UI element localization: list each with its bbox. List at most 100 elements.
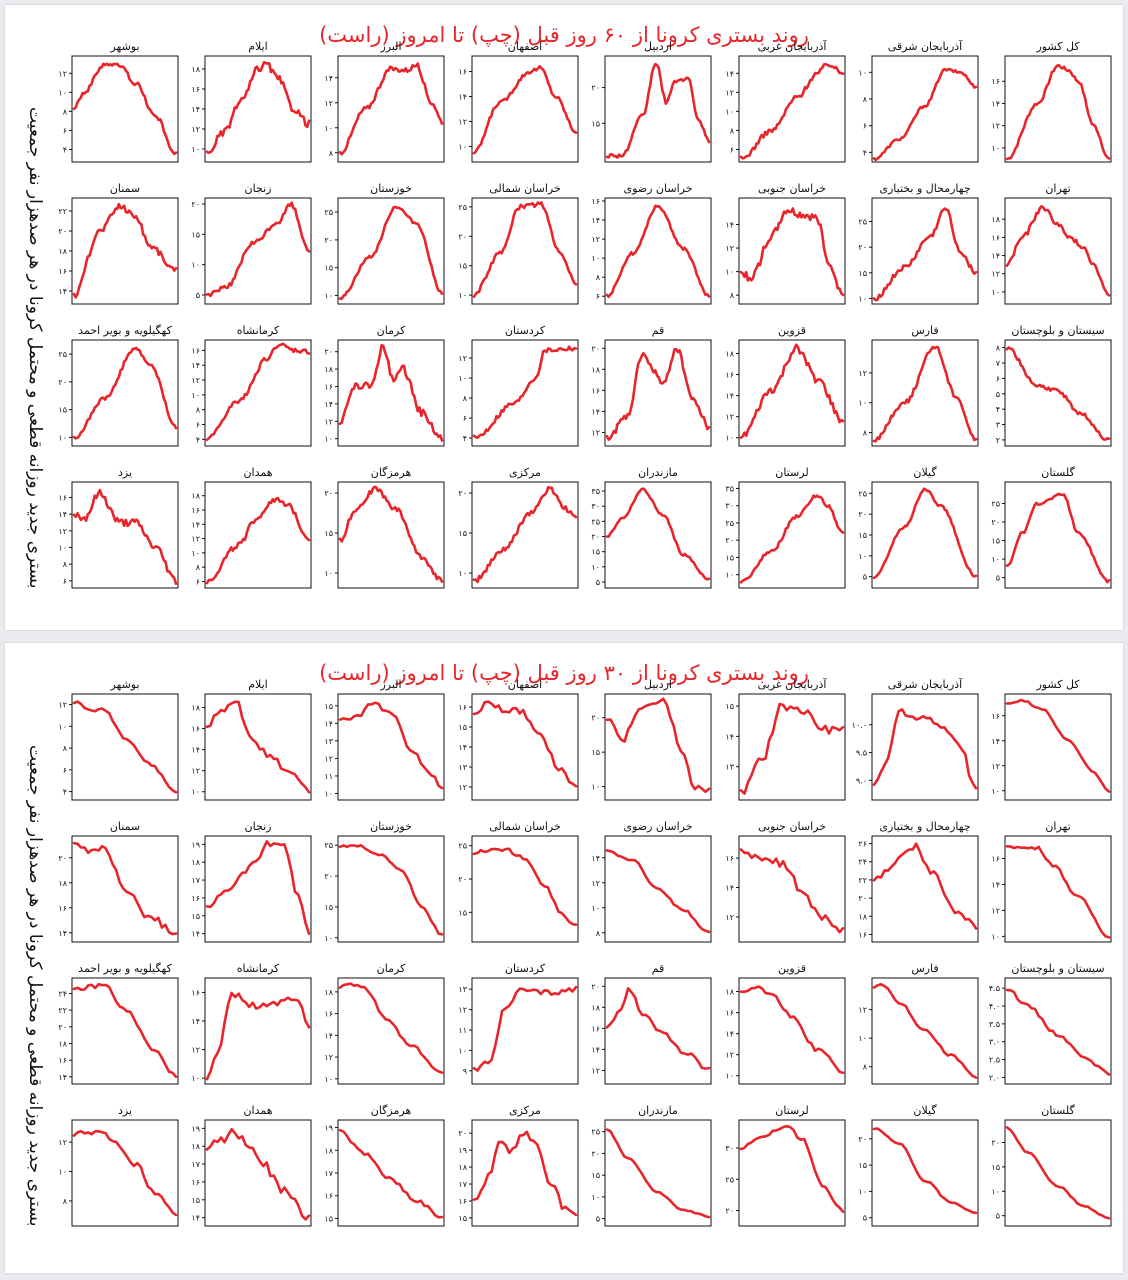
y-tick-label: ۱۰ xyxy=(725,1072,734,1081)
y-tick-label: ۱۰ xyxy=(458,291,467,300)
subplot-grid: کل کشور ۱۰ ۱۲ ۱۴ ۱۶ آذربایجان شرقی ۴ ۶ ۸ ۱۰ آذربای… xyxy=(5,5,1123,630)
subplot: گلستان ۵ ۱۰ ۱۵ ۲۰ ۲۵ xyxy=(965,466,1121,596)
y-tick-label: ۱۸ xyxy=(324,365,333,374)
subplot-plot: ۶ ۸ ۱۰ ۱۲ ۱۴ ۱۶ xyxy=(591,197,712,305)
subplot-plot: ۵ ۱۰ ۱۵ ۲۰ ۲۵ xyxy=(991,481,1112,589)
y-tick-label: ۲۰ xyxy=(458,489,467,498)
series-line xyxy=(205,840,311,935)
y-tick-label: ۳.۰ xyxy=(989,1038,1000,1047)
subplot-title: خراسان رضوی xyxy=(623,182,693,195)
y-tick-label: ۱۶ xyxy=(324,382,333,391)
subplot: اصفهان ۱۲ ۱۳ ۱۴ ۱۵ ۱۶ xyxy=(432,678,588,808)
y-tick-label: ۱۹ xyxy=(191,840,200,849)
y-tick-label: ۱۳ xyxy=(725,763,734,772)
plot-frame xyxy=(1004,197,1112,305)
subplot-plot: ۱۰ ۱۵ ۲۰ xyxy=(324,481,445,589)
y-tick-label: ۱۰ xyxy=(324,569,333,578)
y-tick-label: ۹.۵ xyxy=(856,749,867,758)
subplot: خوزستان ۱۰ ۱۵ ۲۰ ۲۵ xyxy=(298,820,454,950)
y-tick-label: ۱۰ xyxy=(591,1193,600,1202)
subplot-plot: ۴ ۶ ۸ ۱۰ ۱۲ xyxy=(458,339,579,447)
y-tick-label: ۱۰ xyxy=(58,544,67,553)
y-tick-label: ۱۶ xyxy=(58,267,67,276)
subplot: خراسان رضوی ۶ ۸ ۱۰ ۱۲ ۱۴ ۱۶ xyxy=(565,182,721,312)
plot-frame xyxy=(71,55,179,163)
y-tick-label: ۲۰ xyxy=(991,518,1000,527)
y-tick-label: ۲۰ xyxy=(725,536,734,545)
y-tick-label: ۸ xyxy=(63,744,68,753)
series-line xyxy=(72,982,178,1079)
subplot-title: مرکزی xyxy=(509,1104,541,1117)
subplot: اردبیل ۱۵ ۲۰ xyxy=(565,40,721,170)
series-line xyxy=(72,841,178,936)
y-tick-label: ۲۰ xyxy=(58,227,67,236)
y-tick-label: ۱۸ xyxy=(458,1163,467,1172)
series-line xyxy=(739,702,845,795)
y-tick-label: ۱۸ xyxy=(191,1142,200,1151)
series-line xyxy=(205,1127,311,1221)
subplot: خراسان شمالی ۱۰ ۱۵ ۲۰ ۲۵ xyxy=(432,182,588,312)
series-line xyxy=(338,62,444,156)
series-line xyxy=(739,62,845,160)
y-tick-label: ۱۶ xyxy=(191,894,200,903)
y-tick-label: ۲۰ xyxy=(324,348,333,357)
plot-frame xyxy=(204,339,312,447)
subplot: قم ۱۲ ۱۴ ۱۶ ۱۸ ۲۰ xyxy=(565,324,721,454)
subplot-plot: ۱۰ ۱۲ ۱۴ ۱۶ ۱۸ xyxy=(191,693,312,801)
plot-frame xyxy=(1004,693,1112,801)
y-tick-label: ۸ xyxy=(463,394,468,403)
y-tick-label: ۱۰ xyxy=(725,268,734,277)
y-tick-label: ۲۴ xyxy=(58,990,67,999)
y-tick-label: ۲۰ xyxy=(591,1149,600,1158)
series-line xyxy=(205,991,311,1081)
y-tick-label: ۲۲ xyxy=(858,876,867,885)
subplot-title: آذربایجان غربی xyxy=(757,678,827,691)
plot-frame xyxy=(604,1119,712,1227)
y-tick-label: ۱۴ xyxy=(324,719,333,728)
y-tick-label: ۱۶ xyxy=(991,77,1000,86)
y-tick-label: ۴ xyxy=(463,434,467,443)
subplot-plot: ۱۵ ۱۶ ۱۷ ۱۸ ۱۹ xyxy=(324,1119,445,1227)
subplot: هرمزگان ۱۵ ۱۶ ۱۷ ۱۸ ۱۹ xyxy=(298,1104,454,1234)
series-line xyxy=(72,700,178,794)
y-tick-label: ۳۵ xyxy=(725,484,734,493)
subplot: فارس ۸ ۱۰ ۱۲ xyxy=(832,962,988,1092)
y-tick-label: ۱۲ xyxy=(591,879,600,888)
plot-frame xyxy=(738,55,846,163)
y-tick-label: ۳.۵ xyxy=(989,1020,1000,1029)
plot-frame xyxy=(337,835,445,943)
y-tick-label: ۴ xyxy=(863,148,867,157)
series-line xyxy=(472,201,578,298)
y-tick-label: ۲۰ xyxy=(858,510,867,519)
subplot-title: لرستان xyxy=(775,1104,809,1117)
y-tick-label: ۶ xyxy=(196,577,200,586)
subplot-title: یزد xyxy=(117,1104,133,1117)
y-tick-label: ۱۴ xyxy=(458,743,467,752)
subplot-title: سیستان و بلوچستان xyxy=(1011,962,1105,975)
subplot-grid: کل کشور ۱۰ ۱۲ ۱۴ ۱۶ آذربایجان شرقی ۹.۰ ۹.۵ ۱۰.۰ آ… xyxy=(5,643,1123,1273)
subplot-title: مازندران xyxy=(638,466,678,479)
y-tick-label: ۱۶ xyxy=(591,386,600,395)
y-tick-label: ۴ xyxy=(196,435,200,444)
y-tick-label: ۱۵ xyxy=(725,553,734,562)
plot-frame xyxy=(1004,481,1112,589)
subplot: قزوین ۱۰ ۱۲ ۱۴ ۱۶ ۱۸ xyxy=(699,324,855,454)
y-tick-label: ۱۰ xyxy=(591,563,600,572)
subplot-plot: ۱۰ ۱۲ ۱۴ ۱۶ xyxy=(458,55,579,163)
y-tick-label: ۱۰ xyxy=(991,144,1000,153)
y-tick-label: ۱۰ xyxy=(858,68,867,77)
subplot: کرمان ۱۰ ۱۲ ۱۴ ۱۶ ۱۸ ۲۰ xyxy=(298,324,454,454)
subplot-title: بوشهر xyxy=(110,40,140,53)
y-tick-label: ۱۵ xyxy=(458,723,467,732)
y-tick-label: ۱۲ xyxy=(725,244,734,253)
subplot-title: کردستان xyxy=(504,324,546,337)
y-tick-label: ۱۶ xyxy=(458,703,467,712)
y-tick-label: ۲۰ xyxy=(458,1129,467,1138)
y-tick-label: ۱۰ xyxy=(725,107,734,116)
y-tick-label: ۱۵ xyxy=(858,269,867,278)
subplot-title: اردبیل xyxy=(644,678,672,691)
subplot-plot: ۶ ۸ ۱۰ ۱۲ ۱۴ xyxy=(725,55,846,163)
y-tick-label: ۹ xyxy=(463,1067,467,1076)
y-tick-label: ۱۲ xyxy=(191,535,200,544)
series-line xyxy=(338,1128,444,1219)
